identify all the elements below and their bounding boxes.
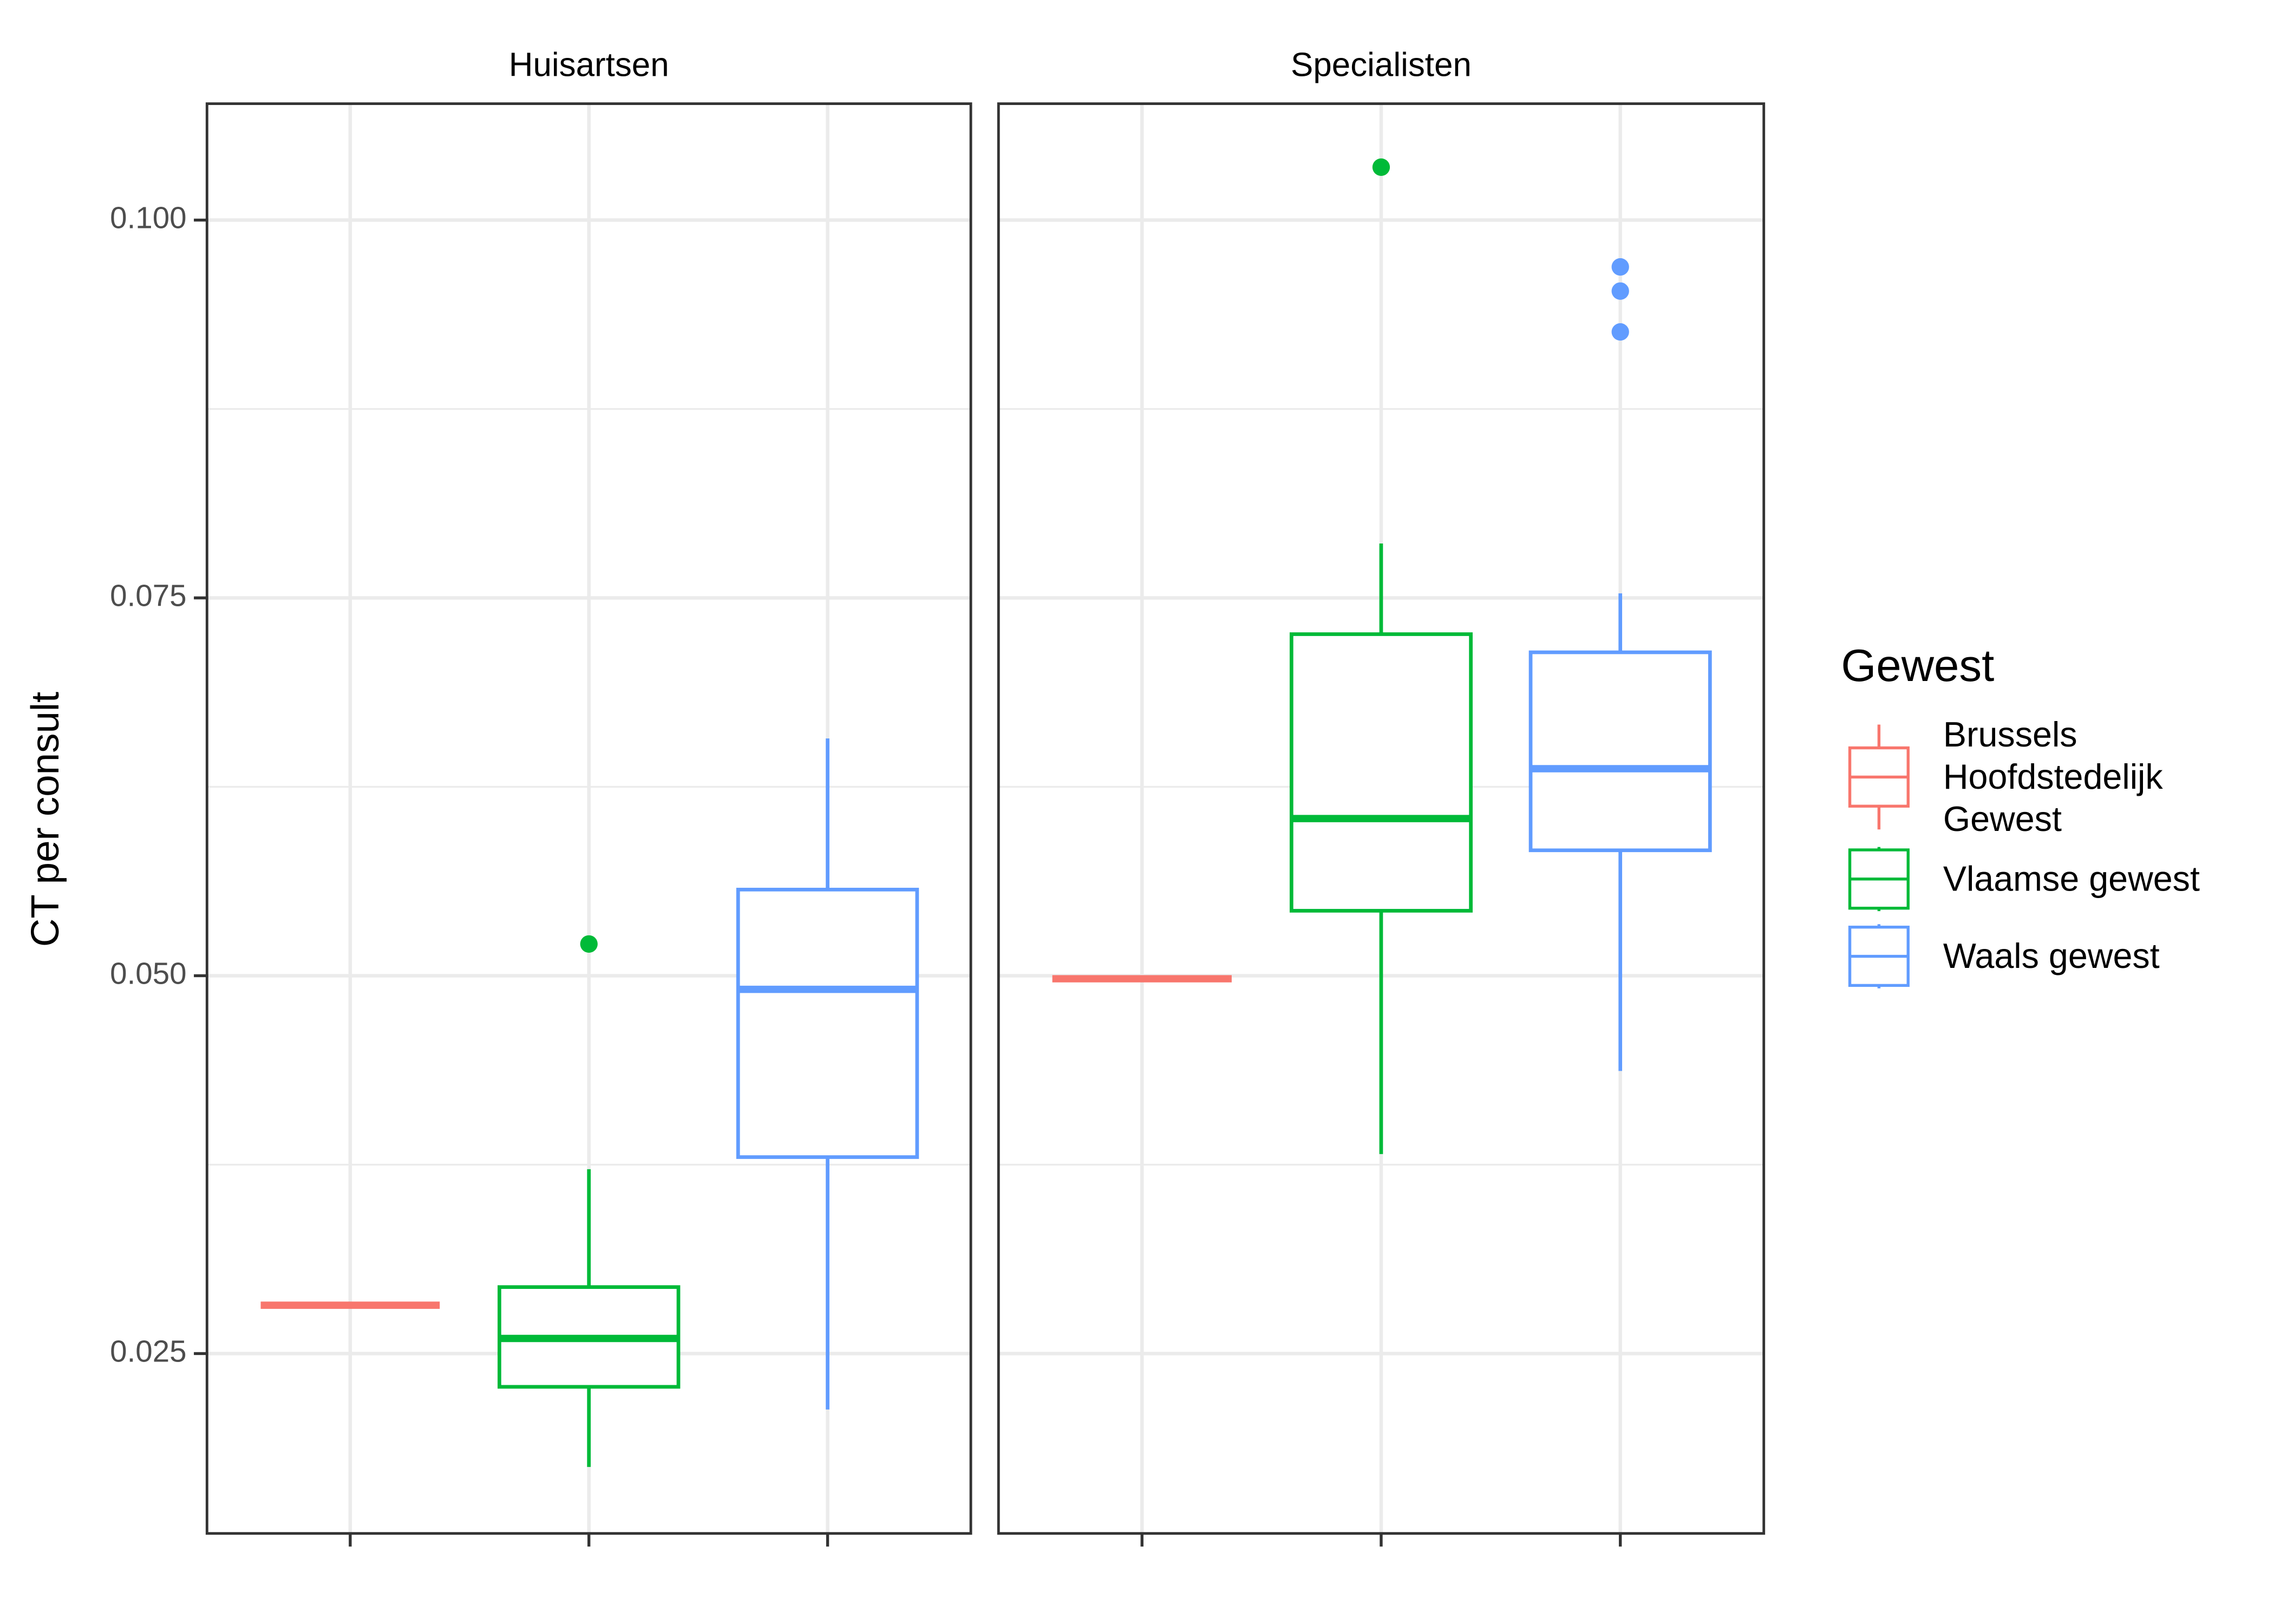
y-tick-label: 0.025 — [110, 1334, 186, 1368]
y-tick-label: 0.075 — [110, 578, 186, 612]
box — [736, 887, 919, 1159]
outlier — [1372, 158, 1390, 176]
panel-border — [205, 102, 972, 1535]
outlier — [580, 935, 598, 953]
y-axis-label: CT per consult — [23, 692, 67, 947]
outlier — [1611, 323, 1629, 341]
legend-title: Gewest — [1841, 640, 1994, 691]
legend-label: Waals gewest — [1943, 937, 2160, 976]
box — [1289, 632, 1473, 913]
facet-title: Specialisten — [1291, 47, 1472, 84]
legend-item: Vlaamse gewest — [1943, 859, 2200, 899]
outlier — [1611, 282, 1629, 300]
outlier — [1611, 258, 1629, 276]
legend-item: Brussels Hoofdstedelijk Gewest — [1943, 715, 2163, 839]
box — [1528, 650, 1712, 853]
legend-label: Vlaamse gewest — [1943, 859, 2200, 899]
y-tick-label: 0.100 — [110, 200, 186, 234]
legend-label: Brussels Hoofdstedelijk Gewest — [1943, 715, 2163, 839]
legend-item: Waals gewest — [1943, 937, 2160, 976]
y-tick-label: 0.050 — [110, 956, 186, 990]
panel-border — [997, 102, 1766, 1535]
facet-title: Huisartsen — [509, 47, 669, 84]
